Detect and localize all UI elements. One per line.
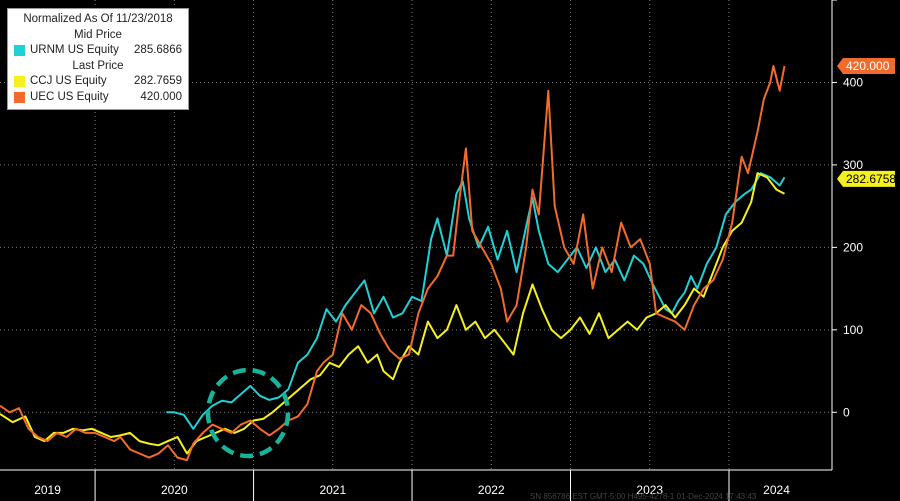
x-tick-label: 2023 <box>636 483 663 497</box>
legend-item-ccj: CCJ US Equity 282.7659 <box>14 74 182 90</box>
series-line-ccj <box>0 172 785 455</box>
x-tick-label: 2024 <box>763 483 790 497</box>
legend: Normalized As Of 11/23/2018 Mid Price UR… <box>7 8 189 110</box>
legend-item-value: 282.7659 <box>134 75 182 87</box>
x-tick-label: 2021 <box>319 483 346 497</box>
legend-item-uec: UEC US Equity 420.000 <box>14 90 182 106</box>
x-tick-label: 2019 <box>34 483 61 497</box>
series-group <box>0 65 786 462</box>
series-line-uec <box>0 65 786 462</box>
value-tag <box>837 57 895 74</box>
x-tick-label: 2022 <box>478 483 505 497</box>
legend-group-header: Last Price <box>72 59 124 72</box>
y-tick-label: 0 <box>843 405 850 419</box>
value-tag <box>837 170 895 187</box>
x-tick-label: 2020 <box>161 483 188 497</box>
legend-item-value: 285.6866 <box>134 44 182 56</box>
legend-item-name: CCJ US Equity <box>30 75 107 87</box>
highlight-circle <box>205 367 291 459</box>
grid <box>0 0 832 470</box>
y-axis: 0 100 200 300 400 <box>831 0 863 470</box>
legend-item-urnm: URNM US Equity 285.6866 <box>14 43 182 59</box>
legend-swatch <box>14 45 25 57</box>
value-tags: 420.000 282.6758 <box>837 57 896 187</box>
legend-title: Normalized As Of 11/23/2018 <box>23 13 173 25</box>
legend-item-name: UEC US Equity <box>30 90 109 103</box>
y-tick-label: 400 <box>843 75 863 89</box>
legend-item-value: 420.000 <box>140 90 182 103</box>
legend-swatch <box>14 91 25 103</box>
value-tag-label: 282.6758 <box>846 172 896 186</box>
series-line-urnm <box>166 172 786 430</box>
footer-text: SN 856786 EST GMT-5:00 H495-4278-1 01-De… <box>530 492 757 501</box>
x-axis: 2019 2020 2021 2022 2023 2024 <box>0 469 832 501</box>
y-tick-label: 100 <box>843 323 863 337</box>
y-tick-label: 200 <box>843 240 863 254</box>
legend-swatch <box>14 76 25 88</box>
legend-item-name: URNM US Equity <box>30 44 119 56</box>
legend-group-header: Mid Price <box>74 28 122 41</box>
y-tick-label: 300 <box>843 158 863 172</box>
value-tag-label: 420.000 <box>846 59 890 73</box>
